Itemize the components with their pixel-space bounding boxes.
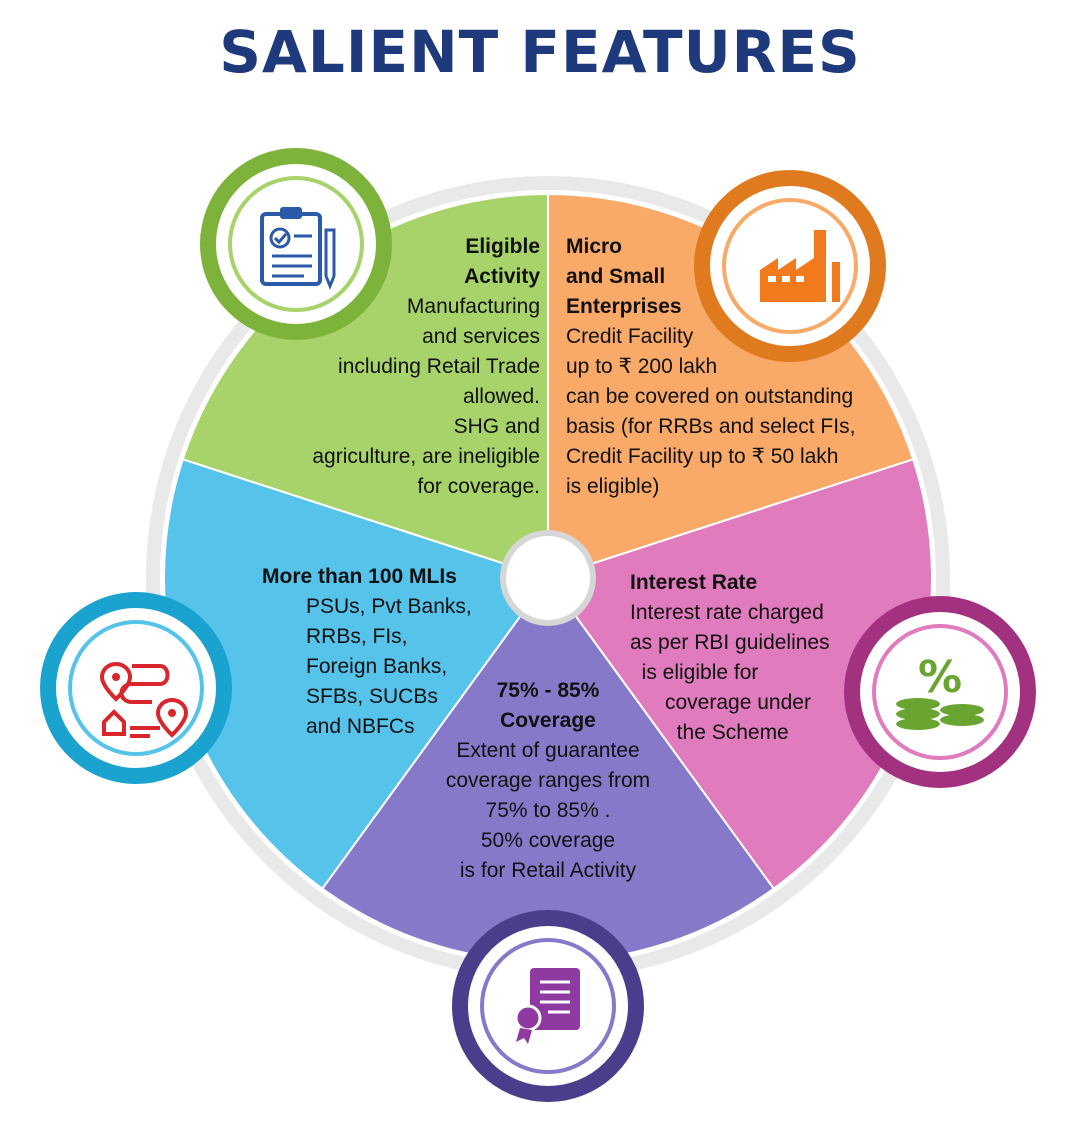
segment-body: Manufacturing and services including Ret… [312, 295, 540, 498]
segment-heading: Eligible Activity [464, 235, 540, 288]
segment-heading: More than 100 MLIs [262, 565, 457, 588]
wheel-segments [163, 192, 933, 964]
segment-body: PSUs, Pvt Banks, RRBs, FIs, Foreign Bank… [306, 595, 472, 738]
route-map-icon [40, 592, 232, 784]
segment-body: Extent of guarantee coverage ranges from… [445, 739, 651, 882]
svg-text:%: % [918, 652, 962, 703]
segment-body: Credit Facility up to ₹ 200 lakh can be … [566, 325, 856, 498]
segment-body: Interest rate charged as per RBI guideli… [630, 601, 830, 744]
center-hub [500, 530, 596, 626]
segment-heading: Interest Rate [630, 571, 758, 594]
clipboard-check-icon [200, 148, 392, 340]
segment-eligible-activity: Eligible Activity Manufacturing and serv… [260, 232, 540, 502]
percent-coins-icon: % [844, 596, 1036, 788]
segment-micro-small-enterprises: Micro and Small Enterprises Credit Facil… [566, 232, 886, 502]
segment-mlis: More than 100 MLIs PSUs, Pvt Banks, RRBs… [262, 562, 502, 742]
segment-heading: Micro and Small Enterprises [566, 235, 682, 318]
factory-icon [694, 170, 886, 362]
segment-coverage: 75% - 85% Coverage Extent of guarantee c… [418, 676, 678, 886]
segment-interest-rate: Interest Rate Interest rate charged as p… [630, 568, 870, 748]
page-title: SALIENT FEATURES [219, 18, 861, 86]
segment-heading: 75% - 85% Coverage [496, 679, 600, 732]
certificate-icon [452, 910, 644, 1102]
